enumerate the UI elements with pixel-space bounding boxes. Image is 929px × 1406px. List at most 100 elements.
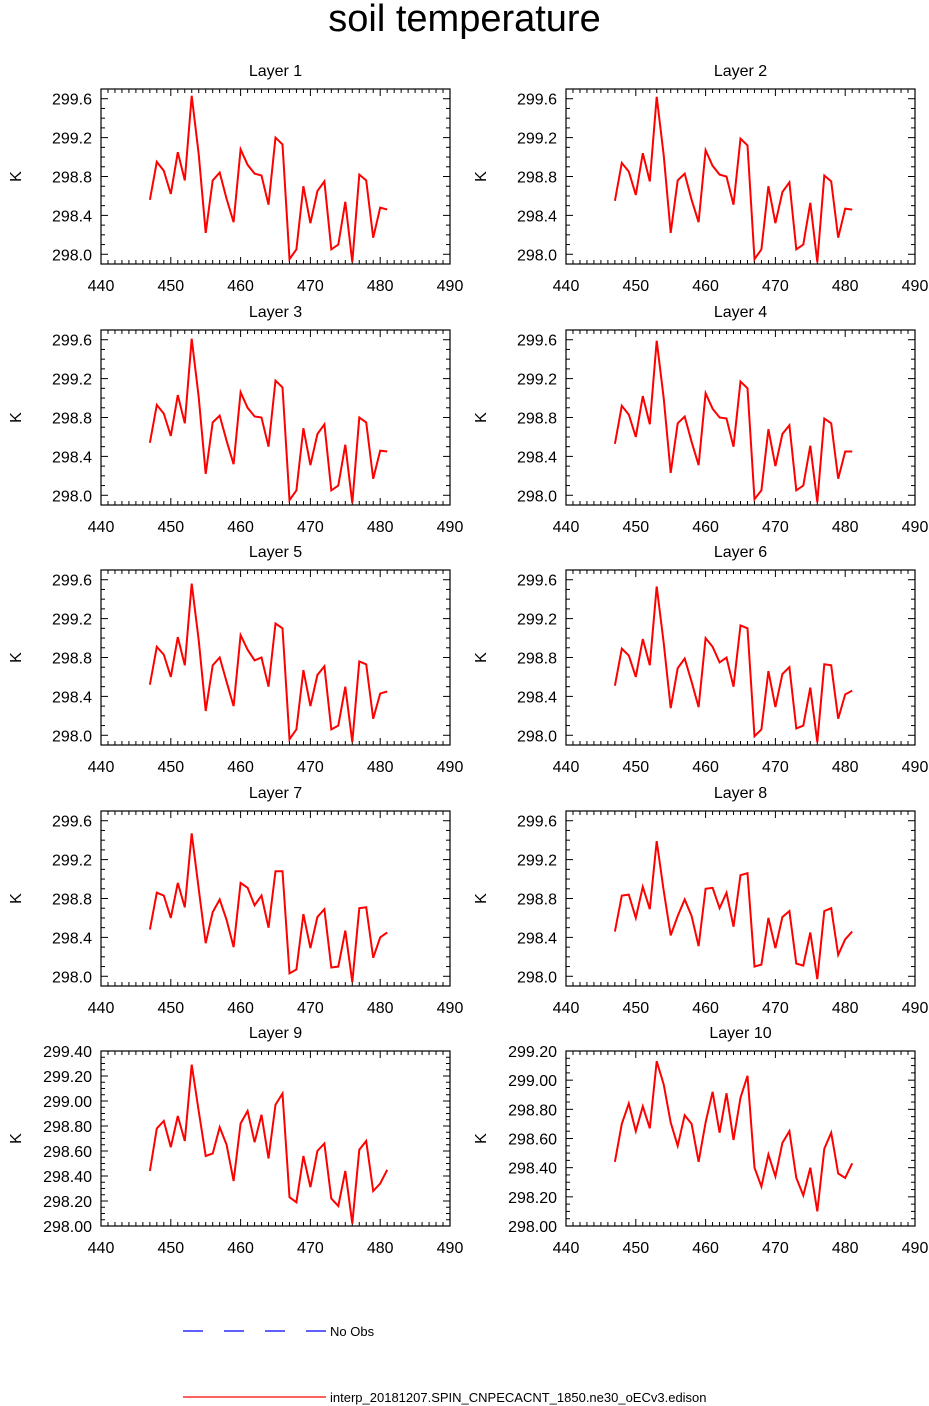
legend: No Obs interp_20181207.SPIN_CNPECACNT_18…	[183, 1324, 707, 1405]
y-axis-label: K	[473, 412, 490, 423]
x-tick-label: 460	[692, 278, 719, 295]
y-tick-label: 298.0	[52, 969, 92, 986]
x-tick-label: 490	[902, 519, 929, 536]
panel-title: Layer 5	[249, 544, 302, 561]
y-tick-label: 299.2	[52, 612, 92, 629]
x-tick-label: 450	[622, 1240, 649, 1257]
y-tick-label: 298.0	[52, 488, 92, 505]
x-tick-label: 490	[902, 1240, 929, 1257]
y-tick-label: 298.4	[517, 930, 557, 947]
y-tick-label: 299.20	[508, 1044, 557, 1061]
y-tick-label: 298.0	[517, 728, 557, 745]
y-tick-label: 298.0	[517, 247, 557, 264]
panel-title: Layer 1	[249, 63, 302, 80]
x-tick-label: 490	[437, 1240, 464, 1257]
x-tick-label: 440	[553, 1240, 580, 1257]
x-tick-label: 470	[297, 1240, 324, 1257]
series-line	[148, 833, 388, 983]
x-tick-label: 440	[553, 278, 580, 295]
y-tick-label: 298.4	[52, 208, 92, 225]
y-tick-label: 298.4	[517, 689, 557, 706]
x-tick-label: 470	[762, 278, 789, 295]
x-tick-label: 440	[553, 1000, 580, 1017]
x-tick-label: 440	[88, 1000, 115, 1017]
y-tick-label: 298.80	[43, 1119, 92, 1136]
y-tick-label: 298.8	[52, 411, 92, 428]
x-tick-label: 460	[227, 1000, 254, 1017]
x-tick-label: 450	[157, 1000, 184, 1017]
x-tick-label: 450	[622, 519, 649, 536]
x-tick-label: 480	[832, 278, 859, 295]
y-tick-label: 298.0	[517, 969, 557, 986]
y-tick-label: 299.2	[52, 853, 92, 870]
y-tick-label: 298.40	[508, 1161, 557, 1178]
y-tick-label: 298.20	[43, 1194, 92, 1211]
y-tick-label: 298.4	[517, 208, 557, 225]
y-tick-label: 299.2	[517, 612, 557, 629]
x-tick-label: 470	[297, 519, 324, 536]
y-tick-label: 299.2	[517, 853, 557, 870]
plot-frame	[565, 329, 916, 506]
y-tick-label: 299.2	[517, 131, 557, 148]
x-tick-label: 450	[157, 519, 184, 536]
series-line	[148, 338, 388, 504]
y-axis-label: K	[8, 412, 25, 423]
x-tick-label: 480	[367, 759, 394, 776]
panel-layer-7: Layer 7 K 440 450 460 470 480 490 298.0 298.4 298.…	[8, 785, 463, 1017]
y-tick-label: 299.6	[52, 573, 92, 590]
x-tick-label: 490	[902, 1000, 929, 1017]
x-tick-label: 490	[437, 278, 464, 295]
x-tick-label: 480	[832, 1000, 859, 1017]
x-tick-label: 470	[297, 1000, 324, 1017]
y-tick-label: 299.6	[52, 333, 92, 350]
panel-layer-4: Layer 4 K 440 450 460 470 480 490 298.0 298.4 298.…	[473, 304, 928, 536]
x-tick-label: 460	[692, 1240, 719, 1257]
x-tick-label: 480	[367, 519, 394, 536]
x-tick-label: 480	[367, 1000, 394, 1017]
x-tick-label: 440	[553, 519, 580, 536]
x-tick-label: 490	[437, 759, 464, 776]
y-tick-label: 299.6	[517, 573, 557, 590]
y-tick-label: 298.00	[43, 1219, 92, 1236]
y-axis-label: K	[473, 171, 490, 182]
x-tick-label: 480	[832, 519, 859, 536]
x-tick-label: 440	[553, 759, 580, 776]
panel-grid: Layer 1 K 440 450 460 470 480 490 298.0 298.4 298.…	[8, 63, 928, 1257]
x-tick-label: 460	[227, 1240, 254, 1257]
panel-title: Layer 2	[714, 63, 767, 80]
y-tick-label: 299.20	[43, 1069, 92, 1086]
y-tick-label: 298.8	[517, 170, 557, 187]
y-axis-label: K	[8, 171, 25, 182]
y-tick-label: 298.0	[52, 728, 92, 745]
panel-title: Layer 3	[249, 304, 302, 321]
x-tick-label: 450	[622, 759, 649, 776]
y-tick-label: 299.2	[52, 131, 92, 148]
y-tick-label: 298.0	[517, 488, 557, 505]
panel-title: Layer 10	[709, 1025, 771, 1042]
y-tick-label: 298.8	[517, 892, 557, 909]
x-tick-label: 460	[692, 759, 719, 776]
y-tick-label: 298.40	[43, 1169, 92, 1186]
x-tick-label: 450	[622, 278, 649, 295]
panel-layer-2: Layer 2 K 440 450 460 470 480 490 298.0 298.4 298.…	[473, 63, 928, 295]
panel-title: Layer 8	[714, 785, 767, 802]
y-tick-label: 298.8	[517, 651, 557, 668]
plot-frame	[565, 569, 916, 746]
y-tick-label: 299.6	[517, 92, 557, 109]
x-tick-label: 460	[692, 519, 719, 536]
x-tick-label: 440	[88, 278, 115, 295]
y-tick-label: 298.4	[52, 449, 92, 466]
y-tick-label: 299.2	[517, 372, 557, 389]
x-tick-label: 470	[762, 1240, 789, 1257]
y-tick-label: 298.8	[52, 651, 92, 668]
panel-title: Layer 6	[714, 544, 767, 561]
y-tick-label: 298.20	[508, 1190, 557, 1207]
series-line	[148, 95, 388, 263]
x-tick-label: 450	[157, 278, 184, 295]
y-axis-label: K	[473, 652, 490, 663]
series-line	[613, 1060, 854, 1212]
series-line	[613, 96, 853, 263]
series-line	[148, 1064, 389, 1224]
x-tick-label: 470	[762, 1000, 789, 1017]
